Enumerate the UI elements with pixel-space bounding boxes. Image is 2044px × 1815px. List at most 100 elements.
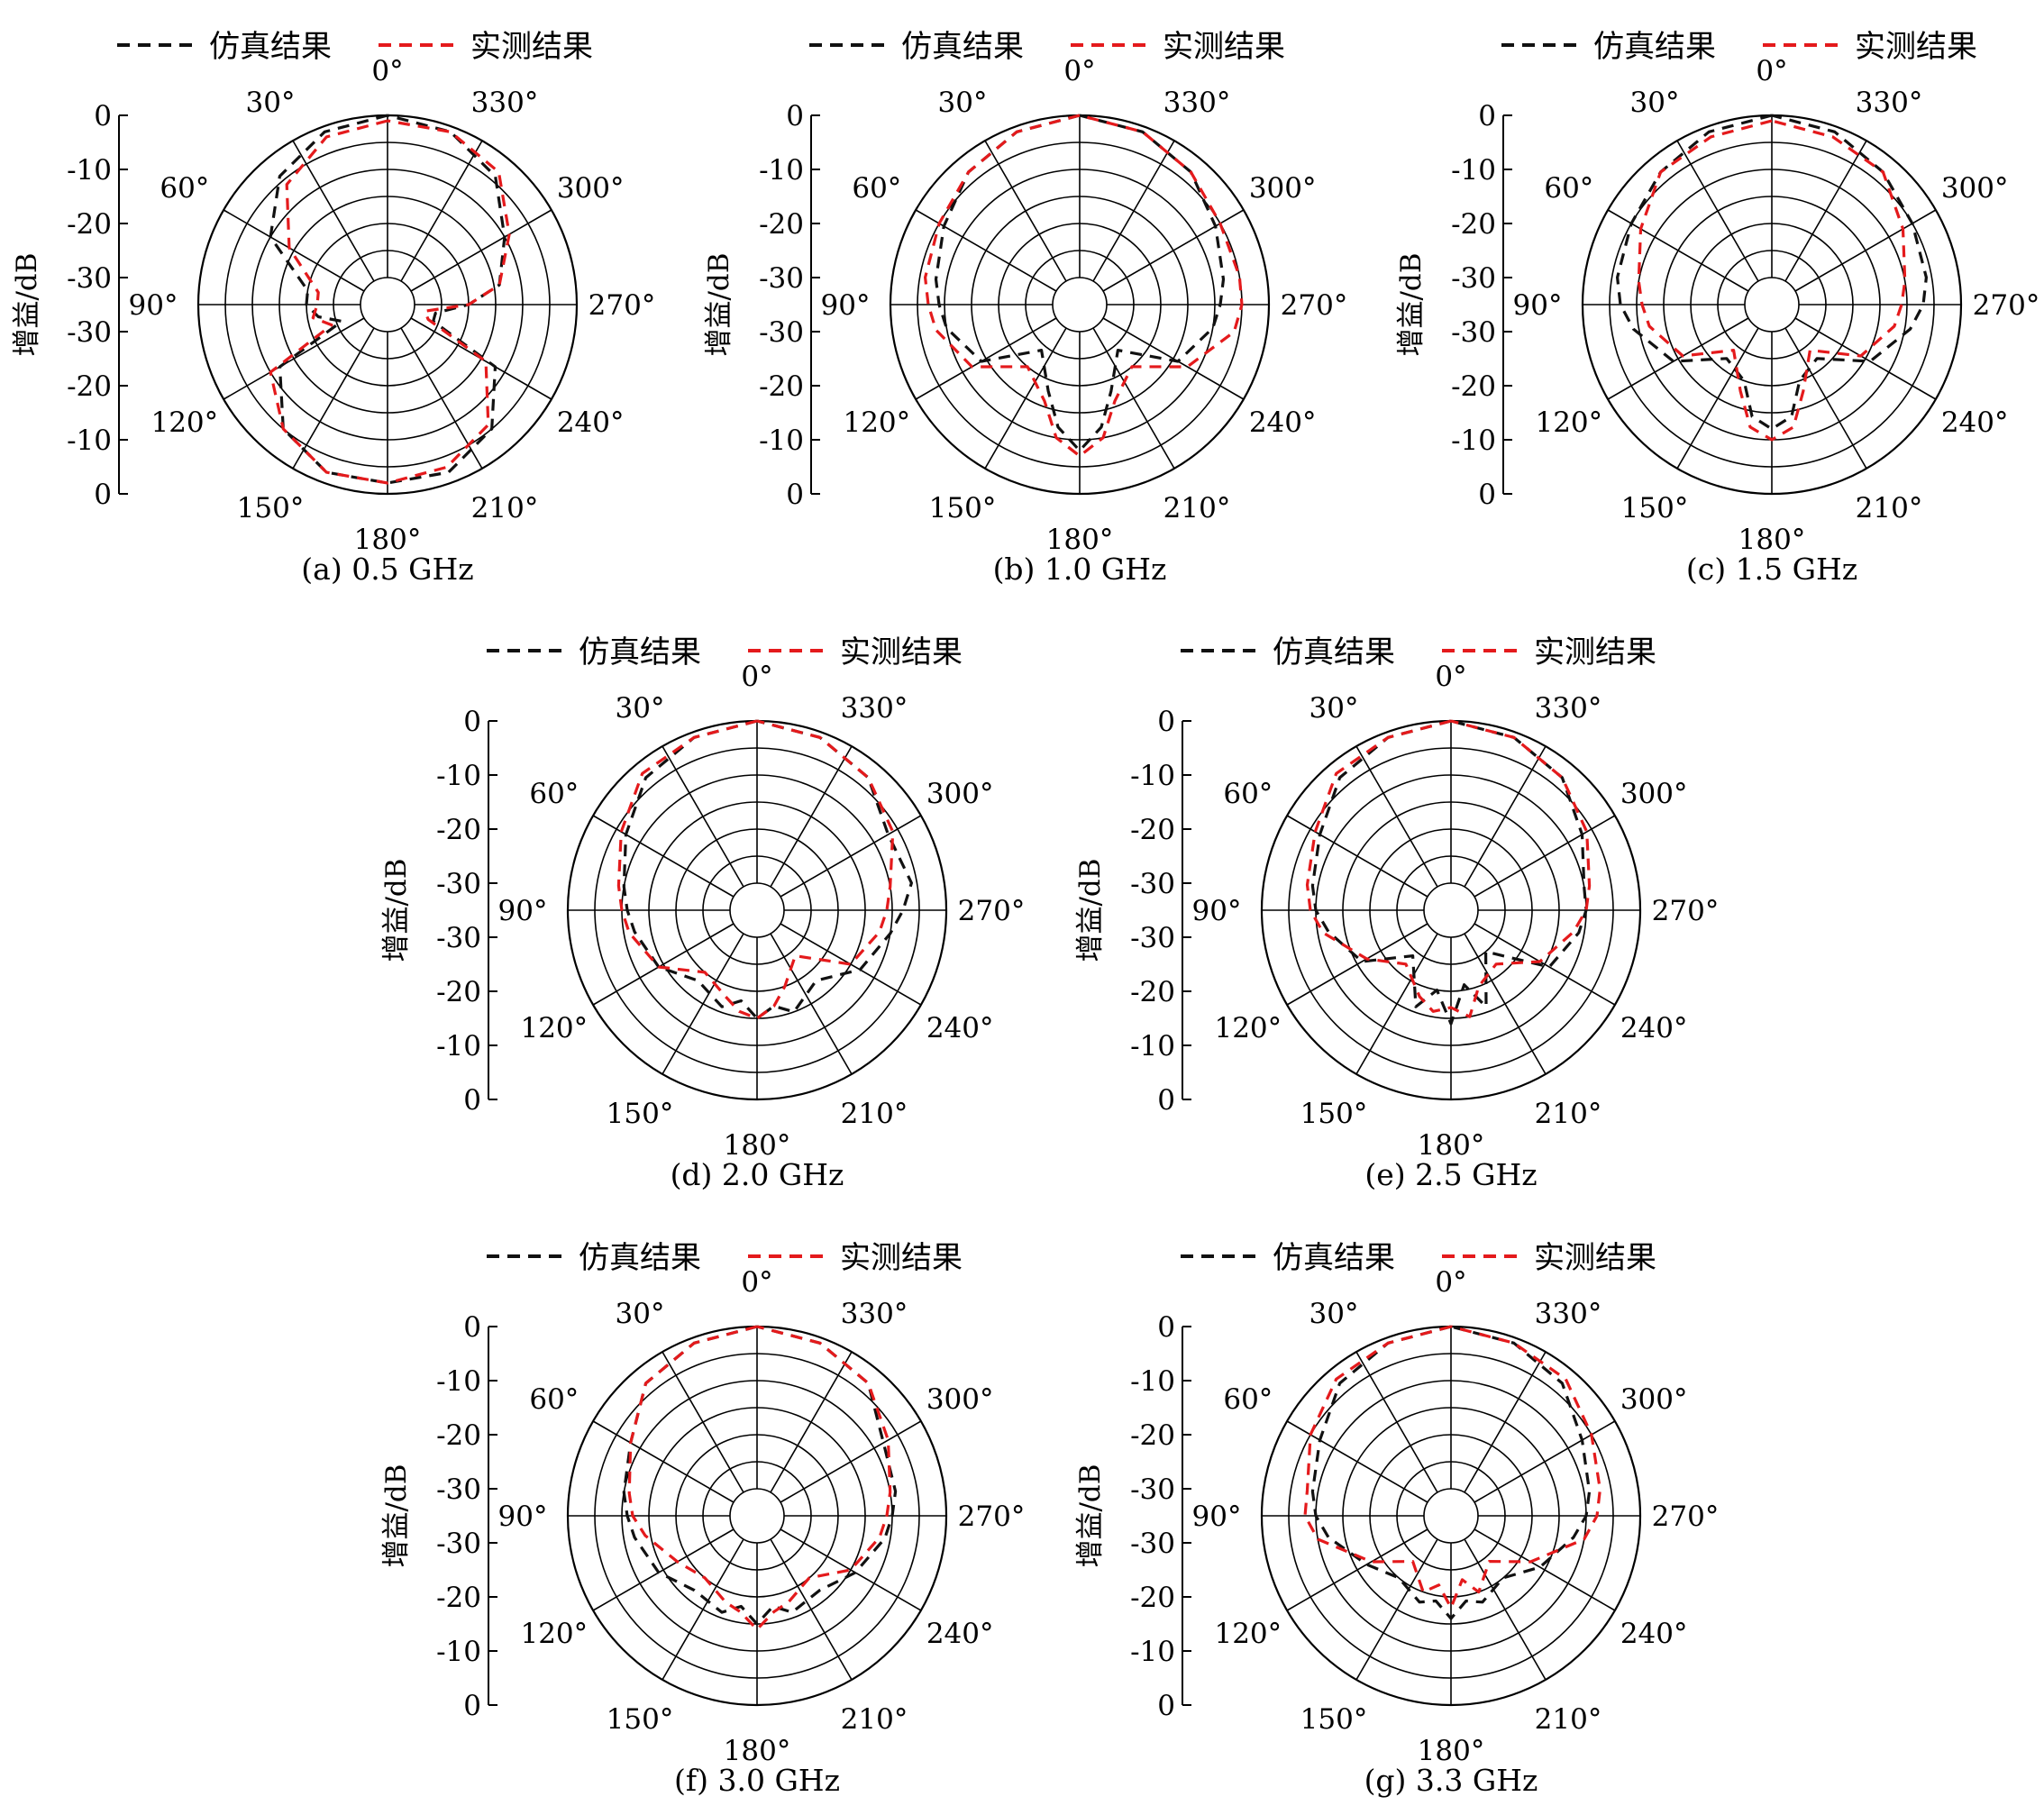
angle-label: 0°: [1435, 1266, 1466, 1299]
y-tick-label: -30: [759, 262, 804, 295]
y-tick-label: -10: [1130, 760, 1175, 792]
angle-label: 240°: [1620, 1012, 1688, 1044]
y-tick-label: -30: [436, 868, 481, 900]
angle-label: 210°: [471, 492, 539, 524]
y-tick-label: -30: [1451, 262, 1496, 295]
legend-sim-label: 仿真结果: [579, 634, 701, 670]
grid-circle: [1744, 277, 1800, 333]
sim-series-line: [1310, 1325, 1592, 1620]
y-tick-label: 0: [1157, 706, 1175, 738]
angle-label: 330°: [841, 692, 908, 725]
angle-label: 30°: [938, 87, 988, 119]
grid-spoke: [1474, 923, 1616, 1006]
angle-label: 150°: [1621, 492, 1689, 524]
legend-sim-label: 仿真结果: [1273, 634, 1395, 670]
angle-labels: 0° 30° 60° 90° 120° 150° 180° 210° 240° 270° 300° 3…: [821, 55, 1348, 556]
polar-chart-svg: 仿真结果 实测结果 0 -10 -20 -30 -30 -20 -10 0 增益/dB 0° 30° 60…: [380, 1240, 1026, 1798]
grid-spoke: [780, 1528, 922, 1611]
angle-label: 60°: [529, 1383, 579, 1416]
legend-sim-label: 仿真结果: [1593, 29, 1716, 65]
angle-label: 0°: [741, 1266, 772, 1299]
grid-spoke: [662, 745, 744, 888]
y-tick-label: -10: [436, 760, 481, 792]
angle-label: 150°: [1300, 1098, 1368, 1130]
y-tick-label: -30: [67, 262, 112, 295]
grid-spoke: [592, 923, 735, 1006]
angle-label: 30°: [1309, 1298, 1359, 1330]
angle-label: 330°: [841, 1298, 908, 1330]
grid-spoke: [662, 1351, 744, 1493]
angle-label: 30°: [616, 1298, 665, 1330]
polar-grid: [1581, 114, 1963, 496]
y-tick-label: -10: [759, 154, 804, 187]
y-tick-label: -20: [1130, 814, 1175, 846]
polar-grid: [566, 1325, 948, 1707]
polar-panel-b: 仿真结果 实测结果 0 -10 -20 -30 -30 -20 -10 0 增益/dB 0° 30° 60…: [701, 18, 1350, 587]
angle-labels: 0° 30° 60° 90° 120° 150° 180° 210° 240° 270° 300° 3…: [1192, 661, 1720, 1162]
grid-spoke: [662, 1538, 744, 1681]
y-tick-label: -20: [1130, 976, 1175, 1008]
y-axis: 0 -10 -20 -30 -30 -20 -10 0 增益/dB: [1395, 100, 1512, 511]
y-tick-label: -10: [759, 424, 804, 457]
grid-spoke: [662, 933, 744, 1075]
grid-spoke: [1464, 1538, 1547, 1681]
angle-label: 0°: [741, 661, 772, 693]
polar-grid: [566, 719, 948, 1101]
angle-label: 270°: [589, 289, 656, 322]
y-axis-label: 增益/dB: [380, 1464, 413, 1567]
legend-meas-label: 实测结果: [840, 1240, 963, 1276]
grid-spoke: [770, 1351, 853, 1493]
legend-sim-label: 仿真结果: [901, 29, 1024, 65]
y-tick-label: -20: [759, 370, 804, 403]
y-axis: 0 -10 -20 -30 -30 -20 -10 0 增益/dB: [380, 706, 497, 1117]
y-axis: 0 -10 -20 -30 -30 -20 -10 0 增益/dB: [1074, 1311, 1191, 1722]
angle-label: 60°: [160, 172, 209, 205]
grid-spoke: [1286, 1528, 1428, 1611]
legend: 仿真结果 实测结果: [487, 1240, 963, 1276]
panel-caption: (d) 2.0 GHz: [671, 1157, 844, 1192]
grid-spoke: [780, 1420, 922, 1503]
sim-series-line: [1310, 719, 1588, 1026]
angle-label: 120°: [1214, 1012, 1282, 1044]
y-tick-label: -20: [1130, 1419, 1175, 1452]
angle-label: 270°: [1652, 895, 1720, 927]
legend-meas-label: 实测结果: [1855, 29, 1977, 65]
grid-spoke: [1607, 317, 1749, 400]
y-tick-label: -30: [436, 1528, 481, 1560]
meas-series-line: [627, 1325, 892, 1631]
grid-circle: [1423, 882, 1479, 938]
angle-label: 60°: [1223, 778, 1273, 810]
panel-caption: (c) 1.5 GHz: [1686, 552, 1857, 587]
meas-series-line: [616, 719, 895, 1020]
polar-chart-svg: 仿真结果 实测结果 0 -10 -20 -30 -30 -20 -10 0 增益/dB 0° 30° 60…: [1074, 634, 1720, 1192]
grid-spoke: [400, 140, 483, 282]
angle-label: 270°: [1281, 289, 1348, 322]
grid-spoke: [1355, 1351, 1438, 1493]
grid-circle: [729, 1488, 785, 1544]
angle-labels: 0° 30° 60° 90° 120° 150° 180° 210° 240° 270° 300° 3…: [1513, 55, 2040, 556]
sim-series-line: [622, 1325, 898, 1626]
y-tick-label: -20: [67, 370, 112, 403]
angle-labels: 0° 30° 60° 90° 120° 150° 180° 210° 240° 270° 300° 3…: [498, 1266, 1026, 1767]
y-tick-label: 0: [463, 1311, 481, 1344]
y-tick-label: 0: [1478, 100, 1496, 132]
y-tick-label: 0: [1157, 1084, 1175, 1117]
angle-label: 210°: [841, 1098, 908, 1130]
sim-series-line: [934, 114, 1226, 452]
angle-label: 330°: [1163, 87, 1231, 119]
angle-label: 300°: [1620, 778, 1688, 810]
polar-panel-f: 仿真结果 实测结果 0 -10 -20 -30 -30 -20 -10 0 增益/dB 0° 30° 60…: [379, 1229, 1027, 1798]
angle-label: 180°: [354, 524, 422, 556]
angle-label: 270°: [1973, 289, 2040, 322]
y-tick-label: 0: [1157, 1690, 1175, 1722]
y-tick-label: -10: [67, 154, 112, 187]
y-axis-label: 增益/dB: [1074, 1464, 1107, 1567]
angle-label: 150°: [607, 1703, 674, 1736]
angle-label: 120°: [1214, 1618, 1282, 1650]
y-tick-label: -20: [436, 1419, 481, 1452]
grid-spoke: [1474, 1420, 1616, 1503]
polar-chart-svg: 仿真结果 实测结果 0 -10 -20 -30 -30 -20 -10 0 增益/dB 0° 30° 60…: [11, 29, 656, 587]
angle-label: 300°: [926, 778, 994, 810]
angle-labels: 0° 30° 60° 90° 120° 150° 180° 210° 240° 270° 300° 3…: [1192, 1266, 1720, 1767]
angle-label: 30°: [1630, 87, 1680, 119]
